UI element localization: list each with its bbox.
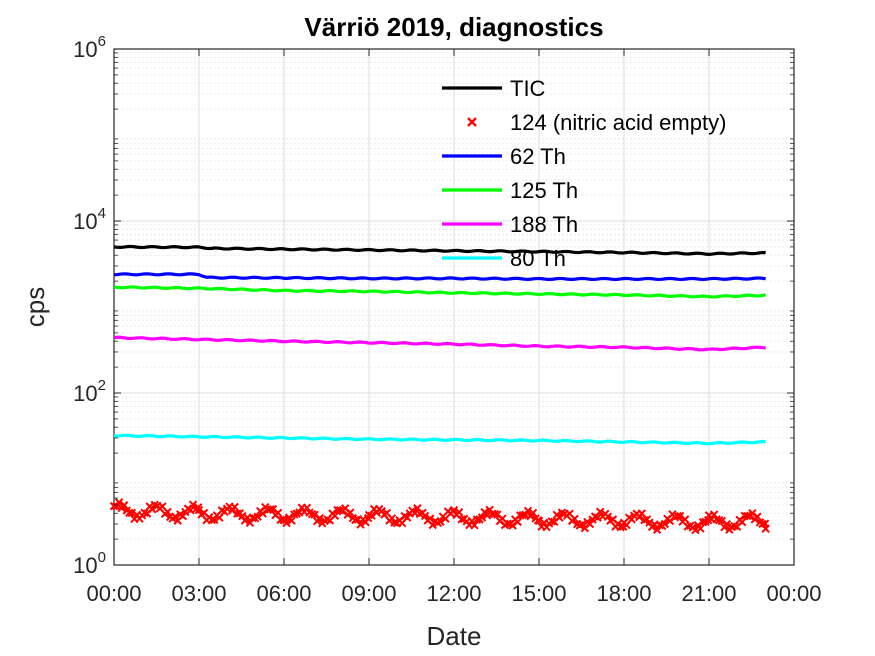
data-point [436, 517, 445, 526]
x-tick-label: 03:00 [171, 581, 226, 606]
x-tick-label: 00:00 [766, 581, 821, 606]
data-point [578, 519, 587, 529]
data-point [698, 517, 708, 527]
legend-item: TIC [442, 76, 546, 101]
axes: 00:00 03:00 06:00 09:00 12:00 15:00 18:00 21:00… [73, 33, 821, 606]
data-point [307, 509, 317, 519]
data-point [287, 516, 296, 525]
data-point [696, 524, 705, 533]
legend-item: 125 Th [442, 178, 578, 203]
grid [113, 48, 795, 566]
legend-item: 80 Th [442, 246, 566, 271]
legend-marker [467, 117, 477, 127]
data-point [403, 513, 412, 522]
data-point [454, 507, 464, 517]
data-point [127, 508, 137, 518]
x-tick-label: 09:00 [341, 581, 396, 606]
data-point [523, 506, 533, 515]
data-point [449, 505, 459, 515]
series-line-125 [113, 285, 767, 299]
legend: TIC 124 (nitric acid empty) 62 Th 125 Th 188… [442, 76, 726, 271]
x-tick-label: 21:00 [681, 581, 736, 606]
data-point [119, 501, 129, 510]
data-point [490, 509, 500, 519]
data-point [258, 509, 267, 518]
legend-label: TIC [510, 76, 546, 101]
legend-item: 188 Th [442, 212, 578, 237]
y-tick-label: 104 [73, 205, 106, 234]
data-point [253, 512, 262, 521]
data-point [367, 511, 376, 520]
series-line-188 [113, 335, 766, 352]
data-point [758, 519, 767, 529]
data-point [356, 520, 365, 529]
series-group [109, 244, 770, 535]
data-point [508, 521, 517, 530]
legend-label: 125 Th [510, 178, 578, 203]
data-point [282, 518, 291, 528]
data-point [743, 511, 752, 521]
data-point [194, 505, 204, 515]
data-point [675, 511, 685, 521]
data-point [233, 509, 242, 518]
data-point [547, 517, 556, 526]
data-point [346, 508, 355, 517]
x-axis-label: Date [427, 621, 482, 651]
series-line-tic [113, 244, 766, 256]
x-tick-label: 00:00 [86, 581, 141, 606]
series-line-80 [113, 433, 766, 446]
data-point [420, 511, 430, 521]
data-point [585, 519, 595, 529]
data-point [748, 509, 757, 518]
data-point [761, 524, 770, 533]
legend-item: 124 (nitric acid empty) [467, 110, 726, 135]
data-point [178, 511, 188, 521]
legend-label: 124 (nitric acid empty) [510, 110, 726, 135]
y-tick-label: 106 [73, 33, 106, 62]
x-tick-label: 06:00 [256, 581, 311, 606]
data-point [717, 516, 726, 526]
data-point [425, 514, 435, 523]
data-point [390, 518, 399, 527]
series-line-62 [113, 272, 766, 282]
data-point [163, 507, 172, 517]
data-point [513, 517, 522, 527]
legend-label: 188 Th [510, 212, 578, 237]
y-axis-label: cps [20, 287, 50, 327]
data-point [457, 515, 466, 524]
x-tick-label: 15:00 [511, 581, 566, 606]
data-point [210, 515, 219, 525]
x-tick-label: 18:00 [596, 581, 651, 606]
data-point [472, 515, 482, 524]
data-point [310, 510, 319, 519]
y-tick-label: 100 [73, 549, 106, 578]
legend-label: 62 Th [510, 144, 566, 169]
data-point [170, 512, 180, 521]
data-point [534, 516, 544, 525]
data-point [595, 507, 605, 516]
data-point [528, 508, 538, 518]
series-124-markers [109, 498, 770, 535]
data-point [570, 514, 579, 524]
data-point [660, 519, 670, 529]
data-point [315, 513, 324, 523]
data-point [503, 519, 512, 528]
data-point [361, 517, 370, 527]
legend-item: 62 Th [442, 144, 566, 169]
data-point [148, 505, 157, 514]
data-point [603, 512, 613, 521]
data-point [722, 519, 732, 529]
chart-title: Värriö 2019, diagnostics [304, 12, 603, 42]
x-tick-label: 12:00 [426, 581, 481, 606]
legend-label: 80 Th [510, 246, 566, 271]
data-point [477, 513, 487, 522]
data-point [753, 512, 762, 521]
y-tick-label: 102 [73, 377, 106, 406]
